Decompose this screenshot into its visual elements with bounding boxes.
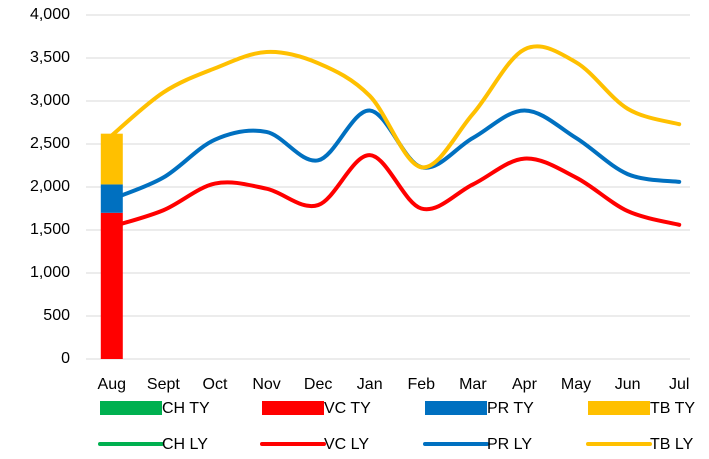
x-tick-label: Nov bbox=[252, 376, 280, 393]
y-tick-label: 500 bbox=[43, 307, 70, 324]
y-tick-label: 4,000 bbox=[30, 6, 70, 23]
legend-label: PR LY bbox=[487, 436, 532, 453]
legend-label: TB LY bbox=[650, 436, 694, 453]
bar-segment bbox=[100, 212, 123, 359]
line bbox=[109, 108, 682, 202]
x-tick-label: Dec bbox=[304, 376, 332, 393]
line bbox=[109, 153, 682, 229]
y-tick-label: 1,000 bbox=[30, 264, 70, 281]
x-tick-label: Jun bbox=[615, 376, 641, 393]
bar-segment bbox=[100, 133, 123, 185]
legend-label: TB TY bbox=[650, 400, 695, 417]
y-tick-label: 1,500 bbox=[30, 221, 70, 238]
y-tick-label: 3,000 bbox=[30, 92, 70, 109]
legend-label: VC LY bbox=[324, 436, 369, 453]
legend-swatch bbox=[425, 401, 487, 415]
x-tick-label: Mar bbox=[459, 376, 487, 393]
y-tick-label: 3,500 bbox=[30, 49, 70, 66]
x-tick-label: May bbox=[561, 376, 591, 393]
y-tick-label: 2,000 bbox=[30, 178, 70, 195]
legend-swatch bbox=[262, 401, 324, 415]
legend-label: CH TY bbox=[162, 400, 210, 417]
legend-label: PR TY bbox=[487, 400, 534, 417]
x-tick-label: Sept bbox=[147, 376, 180, 393]
legend-swatch bbox=[100, 401, 162, 415]
x-tick-label: Jul bbox=[669, 376, 689, 393]
legend-label: VC TY bbox=[324, 400, 371, 417]
x-tick-label: Aug bbox=[98, 376, 126, 393]
y-tick-label: 0 bbox=[61, 350, 70, 367]
x-tick-label: Feb bbox=[408, 376, 436, 393]
x-tick-label: Jan bbox=[357, 376, 383, 393]
legend-label: CH LY bbox=[162, 436, 208, 453]
line bbox=[109, 44, 682, 170]
x-tick-label: Oct bbox=[203, 376, 228, 393]
x-tick-label: Apr bbox=[512, 376, 538, 393]
y-tick-label: 2,500 bbox=[30, 135, 70, 152]
legend-swatch bbox=[588, 401, 650, 415]
